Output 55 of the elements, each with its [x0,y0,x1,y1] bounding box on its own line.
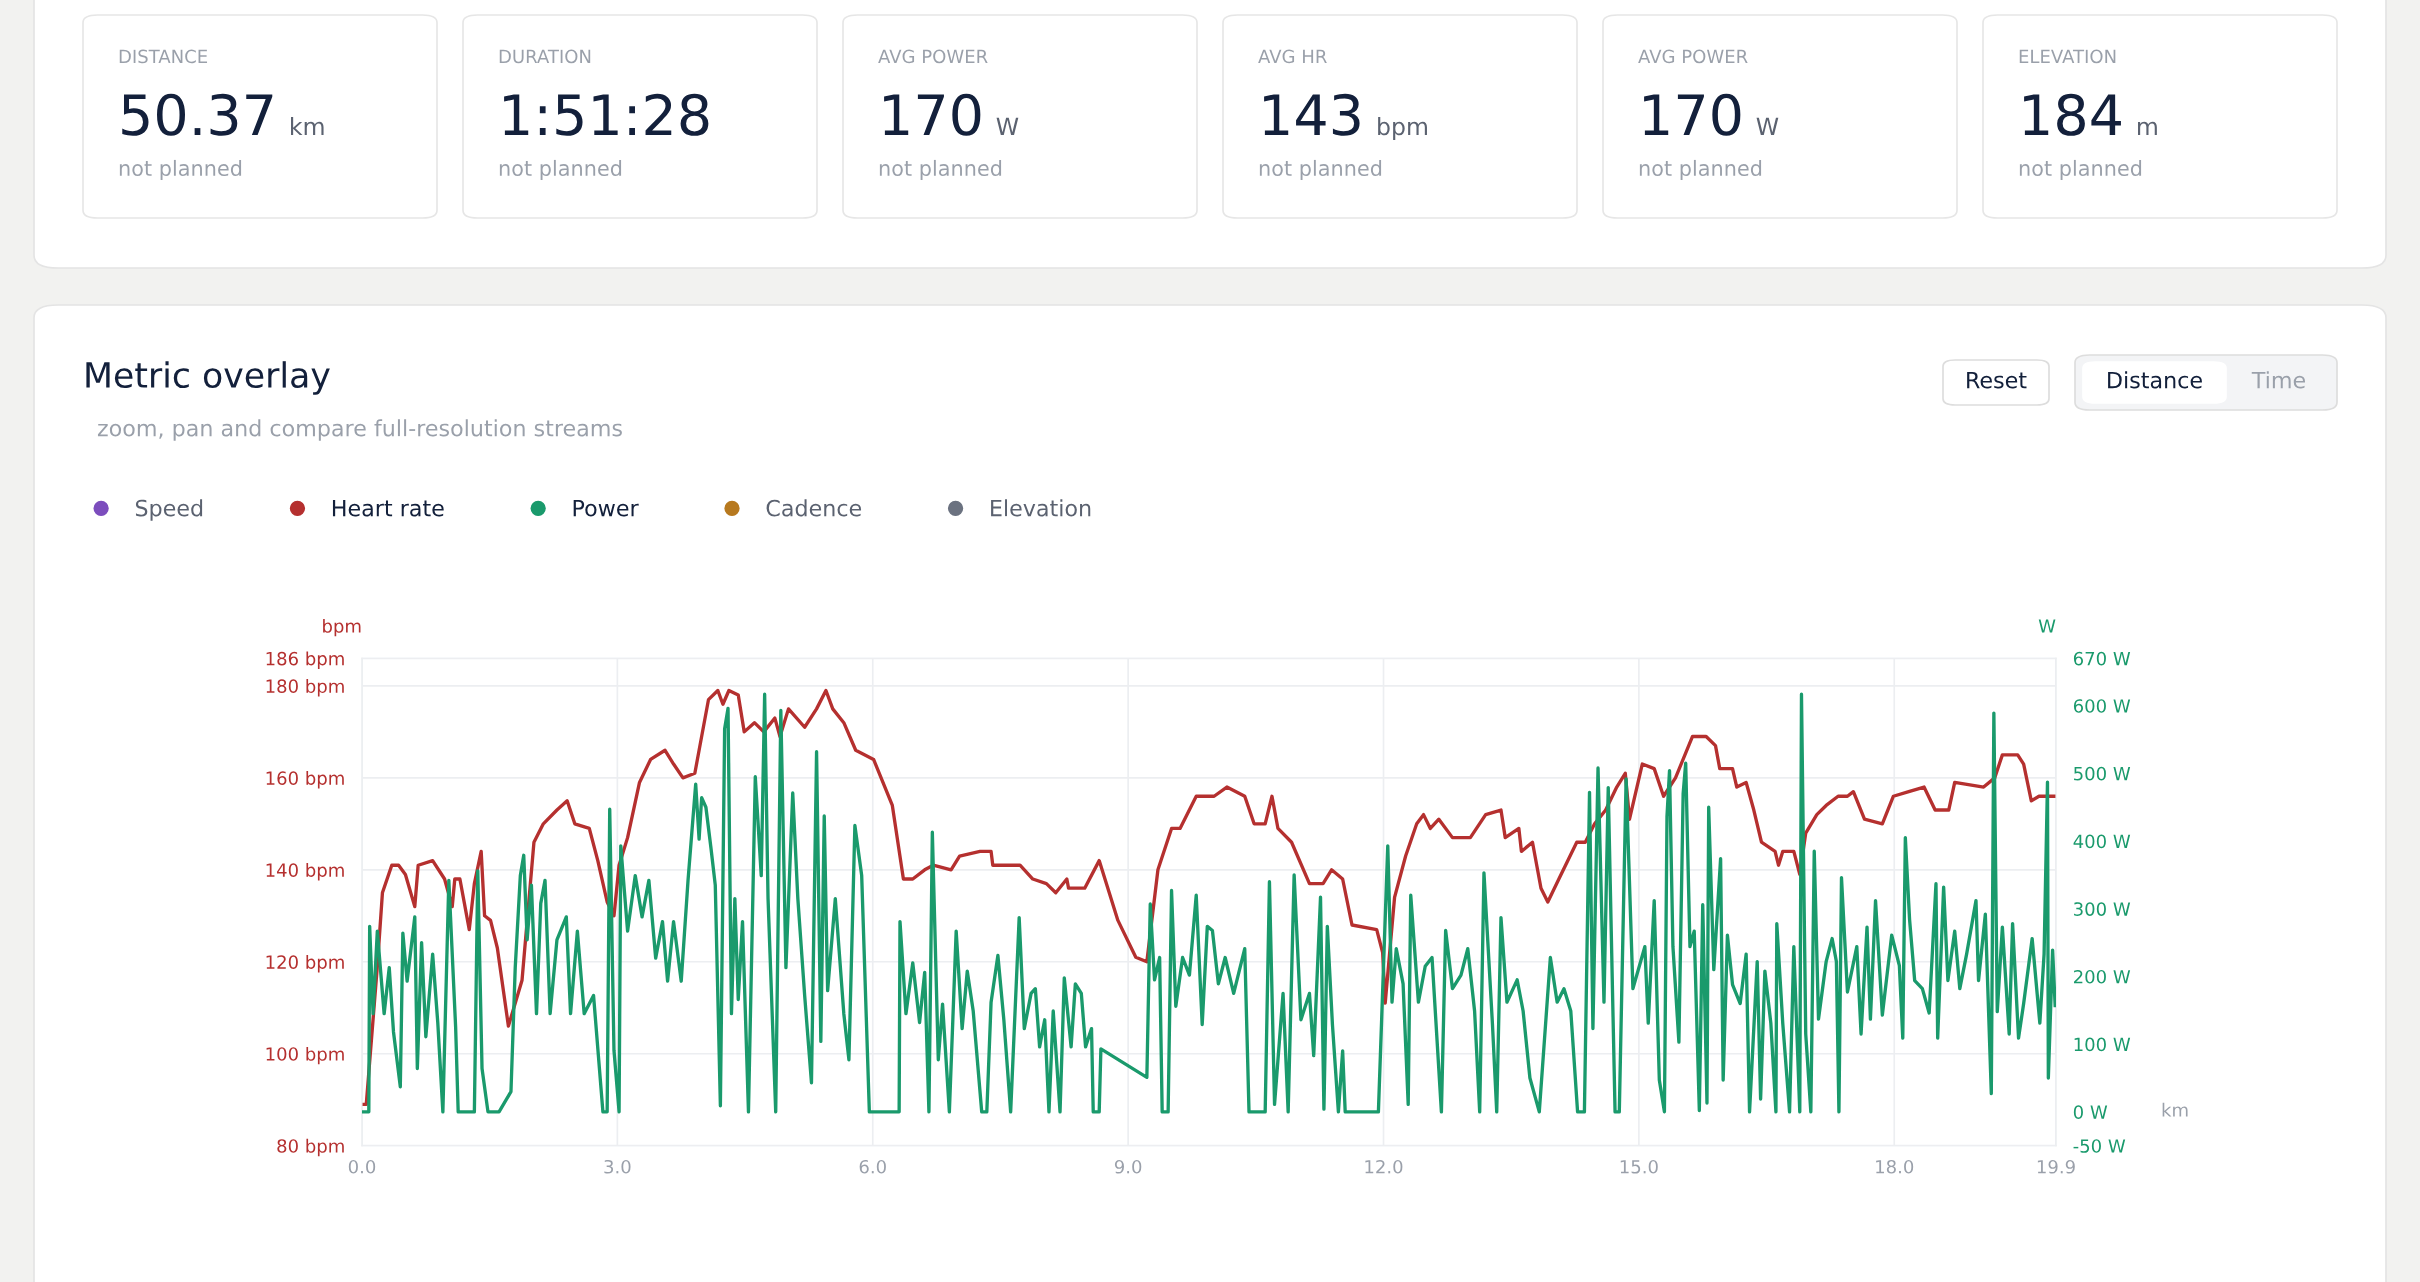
y-tick-label: 180 bpm [266,679,344,697]
y2-tick-label: 200 W [2073,969,2131,984]
text: Reset [1967,371,2027,389]
x-tick-label: 3.0 [604,1159,631,1174]
y-tick-label: 160 bpm [266,770,344,789]
category-label: AVG HR [1258,49,1327,64]
y2-tick-label: 300 W [2074,902,2131,916]
x-tick-label: 18.0 [1876,1159,1914,1174]
category-label: AVG POWER [878,49,988,64]
y2-tick-label: 100 W [2074,1037,2131,1052]
x-tick-label: 19.9 [2037,1159,2075,1174]
text: 184 m [2024,93,2157,136]
y2-tick-label: 670 W [2073,651,2131,666]
x-tick-label: 6.0 [859,1159,886,1174]
category-label: AVG POWER [1638,49,1748,64]
legend-label: Power [573,499,639,517]
x-tick-label: 9.0 [1114,1159,1142,1174]
y-tick-label: 140 bpm [266,862,344,881]
text: 170 W [1644,93,1779,136]
text: not planned [879,159,1002,181]
category-label: DISTANCE [119,49,208,64]
category-label: ELEVATION [2019,49,2116,64]
x-tick-label: 12.0 [1365,1159,1403,1174]
x-axis-title: km [2162,1102,2188,1117]
text: not planned [2019,159,2142,181]
y-axis-title: bpm [323,618,361,637]
text: not planned [1259,159,1382,181]
x-tick-label: 0.0 [348,1159,376,1174]
text: not planned [1639,159,1762,181]
y2-tick-label: 500 W [2074,766,2131,781]
text: Distance [2108,371,2202,389]
y2-tick-label: -50 W [2073,1139,2126,1153]
legend-label: Speed [135,499,203,521]
text: 143 bpm [1264,93,1427,140]
y-tick-label: 120 bpm [266,954,344,973]
text: not planned [499,159,622,181]
y2-tick-label: 600 W [2073,699,2131,713]
text: not planned [119,159,242,181]
chart-subtitle: zoom, pan and compare full-resolution streams [97,419,622,441]
text: Time [2251,371,2305,389]
legend-label: Heart rate [332,499,444,517]
y-tick-label: 80 bpm [277,1138,344,1157]
text: 170 W [884,93,1019,136]
y-tick-label: 186 bpm [266,651,344,669]
y-tick-label: 100 bpm [266,1046,344,1065]
y2-axis-title: W [2038,619,2056,633]
category-label: DURATION [499,49,591,64]
y2-tick-label: 0 W [2073,1105,2108,1119]
text: 50.37 km [122,93,324,136]
text: 1:51:28 [504,93,709,136]
legend-label: Cadence [766,499,862,517]
y2-tick-label: 400 W [2073,834,2131,849]
x-tick-label: 15.0 [1620,1159,1658,1174]
legend-label: Elevation [991,499,1091,517]
chart-title: Metric overlay [86,361,330,395]
